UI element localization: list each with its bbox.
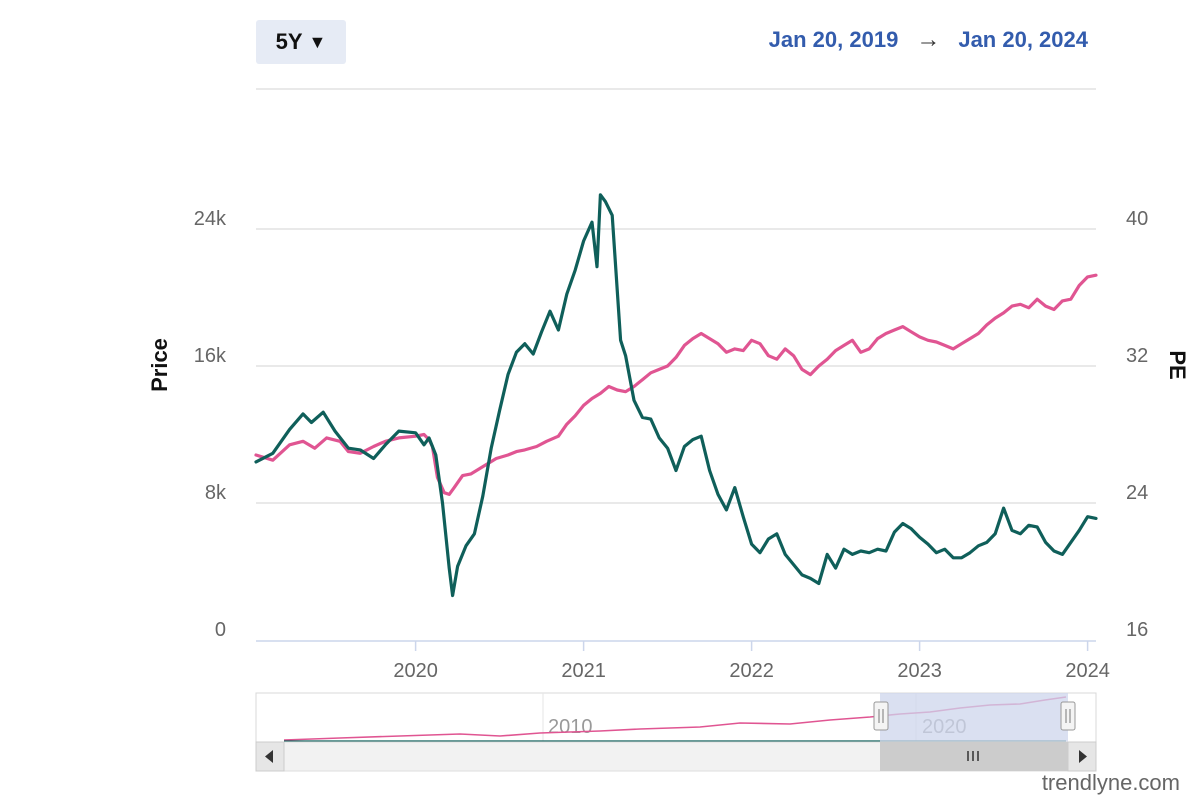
x-tick-label: 2021 [561,660,606,682]
y-tick-label: 24k [194,208,227,230]
x-tick-label: 2024 [1065,660,1110,682]
price-series-line [254,193,1098,598]
arrow-left-icon [265,750,273,763]
y-tick-label: 0 [215,619,226,641]
scroll-right-button[interactable] [1067,741,1097,772]
x-tick-label: 2020 [393,660,438,682]
scrollbar-thumb[interactable] [880,742,1068,771]
navigator-label: 2010 [548,716,593,738]
y2-axis-title: PE [1165,350,1190,379]
y2-tick-label: 40 [1126,208,1148,230]
pe-series-line [254,273,1098,496]
navigator-right-handle[interactable] [1060,701,1076,731]
x-tick-label: 2023 [897,660,942,682]
caret-down-icon: ▼ [308,31,327,52]
scroll-left-button[interactable] [255,741,285,772]
y2-tick-label: 32 [1126,345,1148,367]
y-axis-title: Price [147,338,172,392]
y2-tick-label: 24 [1126,482,1148,504]
scrollbar[interactable] [255,741,1097,772]
watermark: trendlyne.com [1041,770,1180,795]
y-tick-label: 16k [194,345,227,367]
x-tick-label: 2022 [729,660,774,682]
grip-icon [967,751,979,761]
navigator-selected-range[interactable] [880,693,1068,742]
range-selector-button[interactable]: 5Y ▼ [256,20,346,64]
start-date[interactable]: Jan 20, 2019 [768,27,899,52]
y-tick-label: 8k [205,482,227,504]
navigator-left-handle[interactable] [873,701,889,731]
navigator[interactable]: 2010 2020 [255,692,1097,743]
range-selector-label: 5Y [275,29,303,54]
date-range: Jan 20, 2019 → Jan 20, 2024 [769,26,1088,54]
y2-tick-label: 16 [1126,619,1148,641]
arrow-right-icon [1079,750,1087,763]
end-date[interactable]: Jan 20, 2024 [958,27,1088,52]
arrow-right-icon: → [916,26,941,53]
